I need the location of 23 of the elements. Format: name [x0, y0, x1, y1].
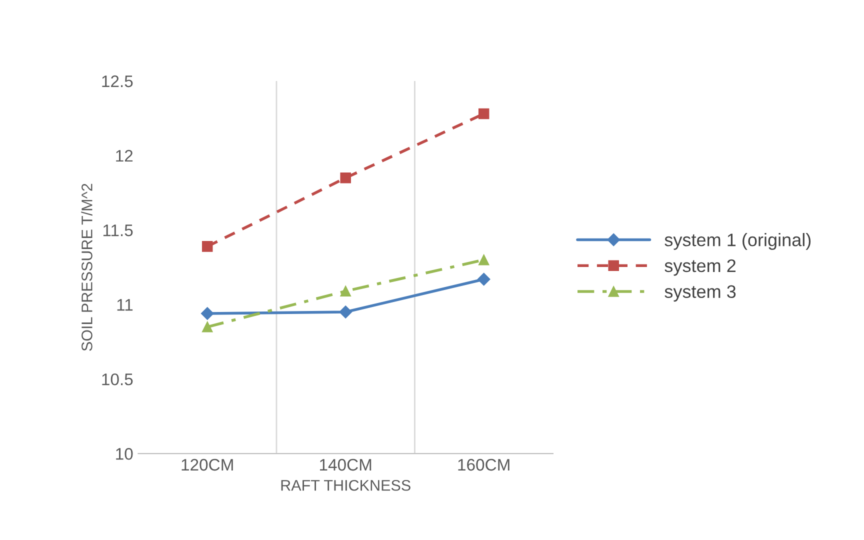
point [340, 286, 351, 297]
y-tick-label: 11.5 [103, 224, 133, 236]
y-tick-label: 10.5 [102, 373, 133, 386]
y-tick-label: 10 [116, 448, 133, 460]
point [200, 307, 214, 320]
point [478, 254, 490, 266]
y-tick-label: 12 [116, 150, 133, 162]
legend-label: system 3 [664, 285, 736, 302]
y-axis-title: SOIL PRESSURE T/M^2 [81, 184, 92, 351]
x-tick-label: 120CM [182, 458, 233, 471]
y-tick-label: 11 [117, 299, 133, 311]
point [339, 306, 352, 318]
x-tick-label: 160CM [458, 458, 510, 471]
x-tick-label: 140CM [320, 458, 372, 471]
point [202, 241, 213, 252]
y-tick-label: 12.5 [102, 75, 133, 88]
point [477, 272, 490, 286]
point [478, 108, 490, 120]
x-axis-title: RAFT THICKNESS [281, 480, 410, 491]
legend-label: system 2 [664, 259, 736, 276]
legend-label: system 1 (original) [664, 233, 811, 250]
point [340, 172, 351, 184]
point [202, 322, 213, 332]
